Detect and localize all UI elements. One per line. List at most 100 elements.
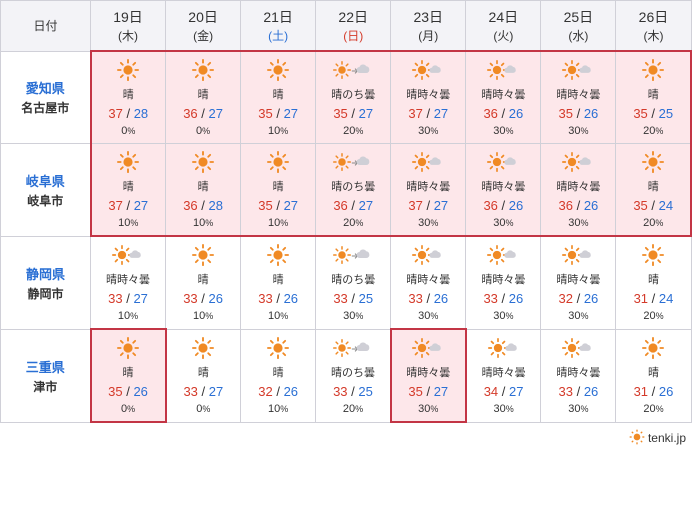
temp-high: 35 [108,384,122,399]
temp-low: 26 [509,291,523,306]
cloud-icon [578,64,594,78]
temp-high: 33 [108,291,122,306]
region-header: 岐阜県岐阜市 [1,144,91,237]
sun-icon [117,151,139,176]
temp-high: 31 [634,291,648,306]
temp-low: 26 [584,106,598,121]
temperatures: 35 / 27 [318,106,388,121]
date-dow: (日) [316,27,390,44]
weather-icon [243,150,313,176]
temp-low: 26 [434,291,448,306]
temp-high: 36 [483,198,497,213]
forecast-cell: 晴のち曇 33 / 25 20% [316,329,391,422]
temperatures: 32 / 26 [543,291,613,306]
forecast-cell: 晴時々曇 35 / 27 30% [391,329,466,422]
date-day: 24日 [466,7,540,27]
precipitation: 20% [618,310,688,322]
header-row: 日付 19日(木)20日(金)21日(土)22日(日)23日(月)24日(火)2… [1,1,692,52]
temp-low: 26 [584,384,598,399]
weather-icon [618,336,688,362]
temp-high: 33 [408,291,422,306]
prefecture-name[interactable]: 静岡県 [1,264,90,283]
precipitation: 30% [393,310,463,322]
cloud-icon [428,64,444,78]
temperatures: 35 / 27 [243,106,313,121]
temp-low: 27 [434,106,448,121]
forecast-cell: 晴時々曇 33 / 26 30% [391,236,466,329]
weather-desc: 晴時々曇 [543,364,613,380]
cloud-icon [503,249,519,263]
forecast-cell: 晴のち曇 35 / 27 20% [316,51,391,144]
precipitation: 30% [543,125,613,137]
region-header: 静岡県静岡市 [1,236,91,329]
forecast-cell: 晴時々曇 35 / 26 30% [541,51,616,144]
precipitation: 20% [318,403,388,415]
forecast-cell: 晴のち曇 33 / 25 30% [316,236,391,329]
prefecture-name[interactable]: 三重県 [1,357,90,376]
weather-icon [168,58,238,84]
forecast-cell: 晴 31 / 26 20% [616,329,691,422]
forecast-cell: 晴 35 / 27 10% [241,51,316,144]
temperatures: 33 / 27 [169,384,239,399]
precipitation: 10% [94,217,164,229]
temp-low: 26 [284,384,298,399]
region-header: 愛知県名古屋市 [1,51,91,144]
forecast-cell: 晴 37 / 27 10% [91,144,166,237]
precipitation: 20% [618,217,688,229]
temp-high: 37 [408,198,422,213]
weather-icon [94,150,164,176]
temperatures: 33 / 26 [243,291,313,306]
temp-low: 26 [659,384,673,399]
cloud-icon [128,249,144,263]
forecast-cell: 晴 36 / 28 10% [166,144,241,237]
cloud-icon [503,156,519,170]
weather-desc: 晴 [618,178,688,194]
temp-low: 25 [358,384,372,399]
forecast-row: 愛知県名古屋市 晴 37 / 28 0% 晴 36 / 27 0% [1,51,692,144]
cloud-icon [578,156,594,170]
temp-low: 25 [359,291,373,306]
precipitation: 30% [543,217,613,229]
date-day: 20日 [166,7,240,27]
precipitation: 0% [94,403,163,415]
temp-low: 27 [133,291,147,306]
forecast-cell: 晴時々曇 36 / 26 30% [466,51,541,144]
prefecture-name[interactable]: 愛知県 [1,78,90,97]
temperatures: 33 / 26 [468,291,538,306]
temperatures: 33 / 27 [93,291,163,306]
city-name: 津市 [1,378,90,395]
weather-icon [318,150,388,176]
temp-low: 27 [284,106,298,121]
precipitation: 30% [468,310,538,322]
forecast-cell: 晴 36 / 27 0% [166,51,241,144]
temp-low: 24 [659,198,673,213]
weather-icon [169,336,239,362]
date-day: 25日 [541,7,615,27]
date-header: 25日(水) [541,1,616,52]
temperatures: 37 / 27 [393,198,463,213]
weather-desc: 晴時々曇 [93,271,163,287]
precipitation: 30% [468,217,538,229]
prefecture-name[interactable]: 岐阜県 [1,171,90,190]
sun-icon [642,59,664,84]
temperatures: 34 / 27 [469,384,539,399]
cloud-icon [355,248,373,264]
attribution-text: tenki.jp [648,431,686,445]
temp-high: 32 [258,384,272,399]
weather-icon [543,336,613,362]
sun-icon [642,151,664,176]
weather-desc: 晴 [169,364,239,380]
temp-low: 27 [134,198,148,213]
temp-low: 27 [434,198,448,213]
weather-icon [318,58,388,84]
precipitation: 30% [394,403,463,415]
temperatures: 35 / 27 [394,384,463,399]
sun-icon [192,337,214,362]
weather-desc: 晴時々曇 [543,271,613,287]
weather-desc: 晴 [168,86,238,102]
date-dow: (土) [241,27,315,44]
sun-icon [629,429,645,445]
precipitation: 30% [543,403,613,415]
weather-desc: 晴 [243,364,313,380]
sun-icon [333,61,351,82]
